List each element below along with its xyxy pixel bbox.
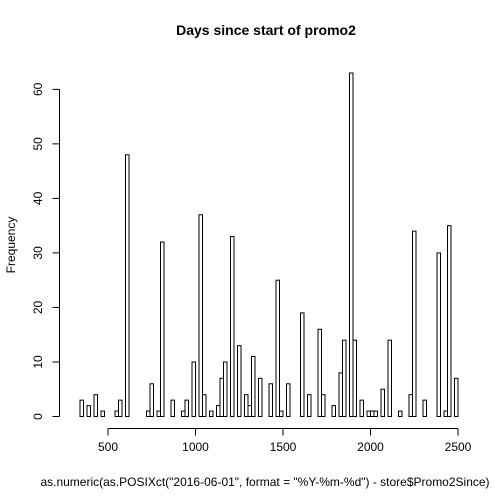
histogram-bar-34 bbox=[198, 214, 203, 417]
histogram-bar-88 bbox=[387, 339, 392, 418]
histogram-bar-68 bbox=[317, 328, 322, 418]
histogram-bar-72 bbox=[331, 405, 336, 418]
chart-title: Days since start of promo2 bbox=[176, 22, 356, 38]
histogram-bar-29 bbox=[181, 410, 186, 417]
x-axis: 500 1000 1500 2000 2500 bbox=[98, 428, 472, 454]
histogram-bar-41 bbox=[223, 361, 228, 418]
histogram-bar-91 bbox=[398, 410, 403, 417]
histogram-bar-56 bbox=[275, 279, 280, 417]
histogram-bar-74 bbox=[338, 372, 343, 418]
histogram-bar-77 bbox=[349, 72, 354, 417]
histogram-bar-63 bbox=[300, 312, 305, 417]
x-tick-label-3: 2000 bbox=[357, 440, 384, 454]
x-tick-label-1: 1000 bbox=[182, 440, 209, 454]
histogram-bar-23 bbox=[160, 241, 165, 417]
y-axis: 0 10 20 30 40 50 60 bbox=[31, 82, 60, 420]
histogram-bar-86 bbox=[380, 388, 385, 417]
x-tick-label-4: 2500 bbox=[445, 440, 472, 454]
histogram-bar-20 bbox=[149, 383, 154, 418]
histogram-bar-51 bbox=[258, 377, 263, 417]
histogram-bar-84 bbox=[373, 410, 378, 417]
histogram-bar-57 bbox=[279, 410, 284, 417]
y-tick-label-4: 40 bbox=[31, 191, 45, 205]
histogram-bar-22 bbox=[156, 410, 161, 417]
histogram-bar-32 bbox=[191, 361, 196, 418]
histogram-bar-2 bbox=[86, 405, 91, 418]
histogram-bar-94 bbox=[408, 394, 413, 418]
histogram-bar-48 bbox=[247, 405, 252, 418]
histogram-bar-11 bbox=[118, 399, 123, 418]
y-tick-label-0: 0 bbox=[31, 413, 45, 420]
y-axis-label: Frequency bbox=[4, 217, 18, 274]
histogram-bar-6 bbox=[100, 410, 105, 417]
histogram-bar-78 bbox=[352, 339, 357, 418]
histogram-bar-95 bbox=[412, 230, 417, 417]
histogram-bar-104 bbox=[443, 410, 448, 417]
histogram-bar-19 bbox=[146, 410, 151, 417]
histogram-bar-39 bbox=[216, 405, 221, 418]
y-tick-label-3: 30 bbox=[31, 246, 45, 260]
histogram-bar-98 bbox=[422, 399, 427, 418]
x-axis-label: as.numeric(as.POSIXct("2016-06-01", form… bbox=[40, 475, 489, 489]
histogram-bar-26 bbox=[170, 399, 175, 418]
histogram-bar-54 bbox=[268, 383, 273, 418]
x-tick-label-2: 1500 bbox=[270, 440, 297, 454]
histogram-bar-83 bbox=[370, 410, 375, 417]
x-tick-label-0: 500 bbox=[98, 440, 118, 454]
bars-group bbox=[79, 72, 459, 418]
histogram-bar-47 bbox=[244, 394, 249, 418]
y-tick-label-6: 60 bbox=[31, 82, 45, 96]
y-tick-label-1: 10 bbox=[31, 355, 45, 369]
histogram-bar-45 bbox=[237, 345, 242, 417]
histogram-bar-4 bbox=[93, 394, 98, 418]
histogram-bar-59 bbox=[286, 383, 291, 418]
histogram-bar-43 bbox=[230, 236, 235, 417]
histogram-bar-65 bbox=[307, 394, 312, 418]
histogram-bar-82 bbox=[366, 410, 371, 417]
histogram-bar-37 bbox=[209, 410, 214, 417]
histogram-bar-102 bbox=[436, 252, 441, 417]
histogram-bar-69 bbox=[321, 394, 326, 418]
histogram-bar-80 bbox=[359, 399, 364, 418]
histogram-bar-35 bbox=[202, 394, 207, 418]
histogram-bar-13 bbox=[125, 154, 130, 417]
y-tick-label-2: 20 bbox=[31, 300, 45, 314]
histogram-bar-40 bbox=[219, 377, 224, 417]
histogram-bar-10 bbox=[114, 410, 119, 417]
histogram-bar-105 bbox=[447, 225, 452, 417]
y-tick-label-5: 50 bbox=[31, 137, 45, 151]
histogram-bar-49 bbox=[251, 356, 256, 417]
histogram-bar-30 bbox=[184, 399, 189, 418]
histogram-bar-0 bbox=[79, 399, 84, 418]
histogram-bar-75 bbox=[342, 339, 347, 418]
histogram-bar-107 bbox=[454, 377, 459, 417]
